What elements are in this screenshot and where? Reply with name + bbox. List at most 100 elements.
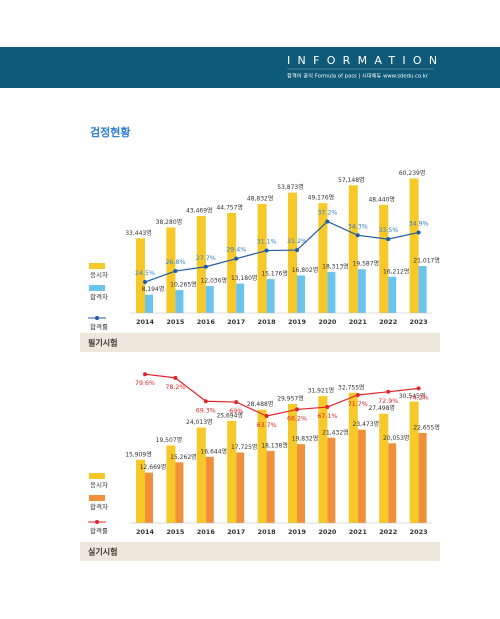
header-banner xyxy=(0,47,500,88)
data-label: 19,832명 xyxy=(292,435,319,443)
data-label: 21,432명 xyxy=(322,428,349,436)
rate-point xyxy=(203,399,208,404)
brand: INFORMATION xyxy=(287,54,444,67)
bar xyxy=(145,472,153,523)
data-label: 57,148명 xyxy=(338,176,365,184)
data-label: 27,498명 xyxy=(368,404,395,412)
rate-point xyxy=(355,392,360,397)
rate-line xyxy=(144,373,419,417)
bar xyxy=(288,403,297,523)
data-label: 20,053명 xyxy=(383,434,410,442)
bar xyxy=(297,275,305,313)
bar xyxy=(175,462,184,523)
bar xyxy=(205,456,214,523)
data-label: 12,036명 xyxy=(201,277,228,285)
rate-point xyxy=(173,375,178,380)
data-label: 31.2% xyxy=(287,238,307,245)
x-tick-label: 2014 xyxy=(136,528,155,536)
rate-point xyxy=(234,400,239,405)
rate-point xyxy=(234,256,239,261)
x-tick-label: 2019 xyxy=(288,528,307,536)
section-title: 실기시험 xyxy=(88,547,117,557)
rate-point xyxy=(386,389,391,394)
data-label: 24.5% xyxy=(135,270,155,277)
bar xyxy=(136,459,145,523)
data-label: 60,239명 xyxy=(399,169,426,177)
data-label: 15,262명 xyxy=(170,453,197,461)
x-tick-label: 2014 xyxy=(136,318,155,326)
bar xyxy=(418,266,427,313)
bar xyxy=(327,272,336,313)
data-label: 19,507명 xyxy=(156,436,183,444)
bar xyxy=(136,238,145,313)
bar xyxy=(196,427,206,523)
data-label: 33,443명 xyxy=(125,229,152,237)
data-label: 16,644명 xyxy=(201,447,228,455)
bar xyxy=(318,396,328,523)
data-label: 74.2% xyxy=(409,394,429,401)
x-tick-label: 2016 xyxy=(197,318,216,326)
data-label: 71.7% xyxy=(348,401,368,408)
rate-point xyxy=(264,413,269,418)
legend-label: 응시자 xyxy=(90,270,108,279)
rate-point xyxy=(325,405,330,410)
data-label: 29.4% xyxy=(226,247,246,254)
data-label: 30,545명 xyxy=(399,392,426,400)
rate-point xyxy=(203,264,208,269)
data-label: 53,873명 xyxy=(277,183,304,191)
legend-label: 응시자 xyxy=(90,480,108,489)
legend-swatch xyxy=(89,285,105,291)
bar xyxy=(418,432,427,523)
data-label: 15,176명 xyxy=(261,270,288,278)
bar xyxy=(288,192,297,313)
section-title: 필기시험 xyxy=(88,338,117,348)
bar xyxy=(257,409,267,523)
rate-point xyxy=(173,269,178,274)
data-label: 22,655명 xyxy=(413,423,440,431)
data-label: 69.3% xyxy=(196,407,216,414)
legend-label: 합격자 xyxy=(90,292,108,301)
legend-label: 합격자 xyxy=(90,502,108,511)
x-tick-label: 2022 xyxy=(379,528,397,536)
data-label: 26.8% xyxy=(165,259,185,266)
x-tick-label: 2023 xyxy=(410,318,428,326)
bar xyxy=(227,212,237,313)
x-tick-label: 2016 xyxy=(197,528,216,536)
data-label: 8,194명 xyxy=(142,285,165,293)
data-label: 38,280명 xyxy=(156,218,183,226)
bar xyxy=(236,283,245,313)
data-label: 24,013명 xyxy=(186,418,213,426)
rate-point xyxy=(295,248,299,253)
bar xyxy=(166,227,176,313)
data-label: 78.2% xyxy=(165,384,185,391)
data-label: 28,488명 xyxy=(247,400,274,408)
section-bar xyxy=(80,542,440,561)
x-tick-label: 2018 xyxy=(258,528,277,536)
data-label: 34.9% xyxy=(409,220,429,227)
data-label: 34.3% xyxy=(348,223,368,230)
x-tick-label: 2022 xyxy=(379,318,397,326)
data-label: 79.6% xyxy=(135,380,155,387)
data-label: 29,957명 xyxy=(277,394,304,402)
data-label: 67.1% xyxy=(317,413,337,420)
bar xyxy=(357,429,366,523)
rate-point xyxy=(416,386,421,391)
bar xyxy=(348,185,358,313)
data-label: 31,921명 xyxy=(308,387,335,395)
legend-swatch xyxy=(89,263,105,269)
data-label: 69% xyxy=(229,408,243,415)
data-label: 37.2% xyxy=(317,209,337,216)
bar xyxy=(297,444,305,523)
x-tick-label: 2021 xyxy=(349,528,368,536)
bar xyxy=(227,420,237,523)
legend-swatch xyxy=(95,316,99,320)
bar xyxy=(166,445,176,523)
data-label: 16,212명 xyxy=(383,267,410,275)
bar xyxy=(318,203,328,313)
bar xyxy=(379,204,389,313)
bar xyxy=(379,413,389,523)
bar xyxy=(357,269,366,313)
rate-point xyxy=(143,280,147,285)
